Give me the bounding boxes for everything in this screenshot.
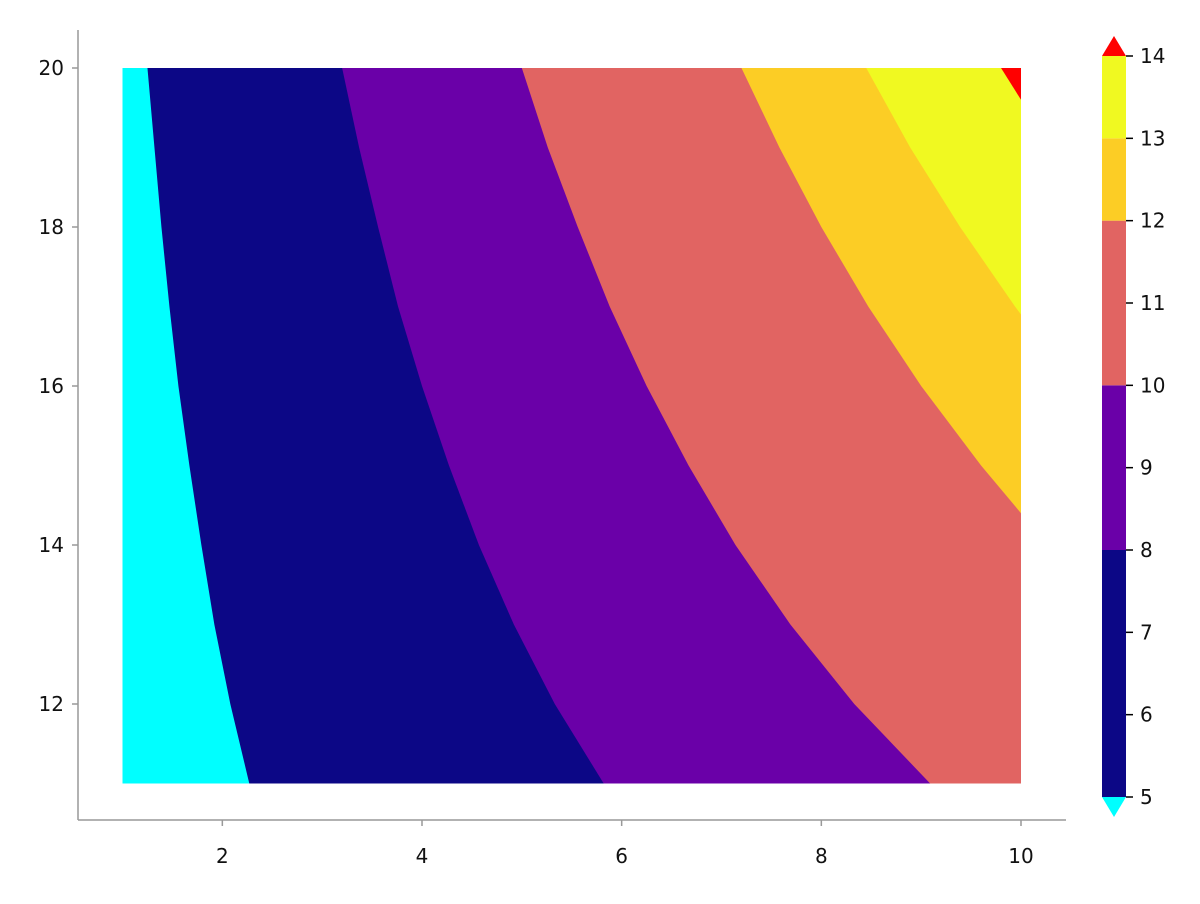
colorbar-tick-label: 10	[1140, 373, 1165, 397]
colorbar-band-10-12	[1102, 220, 1126, 386]
colorbar-tick-label: 9	[1140, 456, 1153, 480]
colorbar-tick-label: 12	[1140, 209, 1165, 233]
x-tick-label: 8	[815, 844, 828, 868]
x-tick-label: 10	[1008, 844, 1033, 868]
colorbar: 5 6 7 8 9 10 11 12 13 14	[1102, 36, 1165, 817]
colorbar-band-12-13	[1102, 138, 1126, 221]
colorbar-band-8-10	[1102, 385, 1126, 550]
axes	[77, 30, 1066, 821]
x-ticks: 2 4 6 8 10	[216, 820, 1034, 868]
x-tick-label: 4	[416, 844, 429, 868]
plot-area	[122, 68, 1022, 784]
colorbar-tick-label: 11	[1140, 291, 1165, 315]
y-tick-label: 14	[39, 533, 64, 557]
colorbar-tick-label: 7	[1140, 620, 1153, 644]
contour-band-14	[1001, 68, 1021, 100]
x-tick-label: 2	[216, 844, 229, 868]
y-tick-label: 18	[39, 215, 64, 239]
colorbar-extend-high	[1102, 36, 1126, 56]
y-tick-label: 16	[39, 374, 64, 398]
x-tick-label: 6	[615, 844, 628, 868]
y-tick-label: 20	[39, 56, 64, 80]
colorbar-band-13-14	[1102, 56, 1126, 139]
colorbar-tick-label: 14	[1140, 44, 1165, 68]
colorbar-tick-label: 6	[1140, 703, 1153, 727]
contour-band-13	[866, 68, 1021, 315]
colorbar-tick-label: 8	[1140, 538, 1153, 562]
colorbar-tick-label: 5	[1140, 785, 1153, 809]
colorbar-tick-label: 13	[1140, 126, 1165, 150]
y-tick-label: 12	[39, 692, 64, 716]
colorbar-extend-low	[1102, 797, 1126, 817]
colorbar-band-5-8	[1102, 550, 1126, 797]
y-ticks: 12 14 16 18 20	[39, 56, 78, 716]
